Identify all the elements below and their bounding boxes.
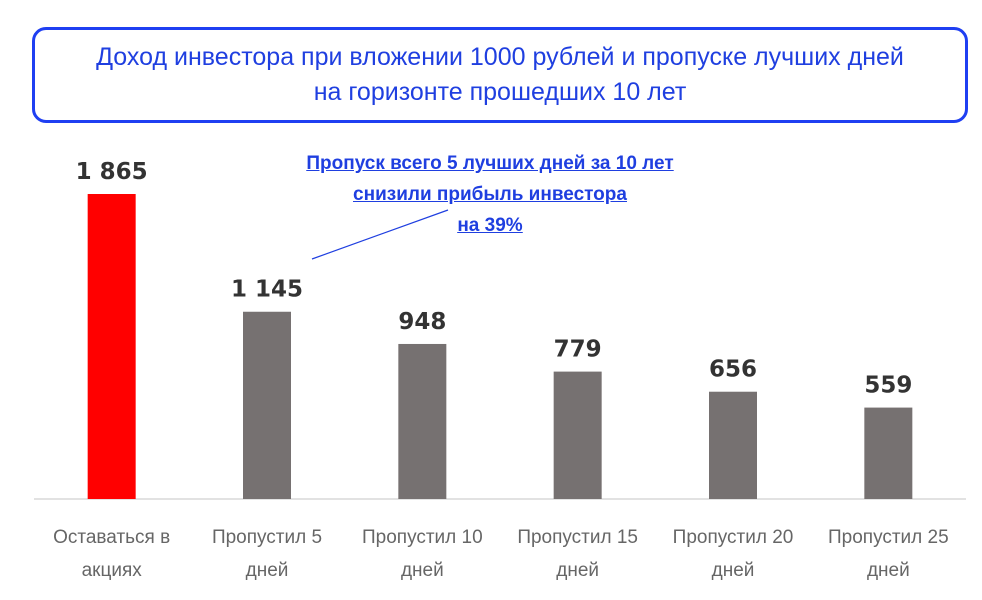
data-label: 779 — [554, 337, 602, 363]
chart-title-line-2: на горизонте прошедших 10 лет — [313, 78, 687, 106]
x-tick-label: дней — [246, 560, 289, 581]
annotation-line-2: снизили прибыль инвестора — [353, 184, 627, 205]
chart-title-line-1: Доход инвестора при вложении 1000 рублей… — [96, 43, 904, 71]
bar — [87, 194, 136, 499]
data-label: 559 — [864, 373, 912, 399]
x-tick-label: дней — [867, 560, 910, 581]
annotation-callout: Пропуск всего 5 лучших дней за 10 лет сн… — [250, 148, 730, 241]
data-label: 656 — [709, 357, 757, 383]
x-tick-label: Пропустил 25 — [828, 527, 949, 548]
x-tick-label: дней — [712, 560, 755, 581]
bar — [553, 371, 602, 499]
bar — [398, 343, 447, 499]
data-label: 948 — [398, 309, 446, 335]
x-tick-label: Пропустил 10 — [362, 527, 483, 548]
chart-title-box: Доход инвестора при вложении 1000 рублей… — [32, 27, 968, 123]
x-tick-label: Пропустил 5 — [212, 527, 322, 548]
bar — [864, 407, 913, 499]
x-tick-label: Пропустил 15 — [517, 527, 638, 548]
x-tick-label: Оставаться в — [53, 527, 170, 548]
x-tick-label: дней — [401, 560, 444, 581]
data-label: 1 145 — [231, 277, 303, 303]
x-tick-label: дней — [556, 560, 599, 581]
annotation-line-3: на 39% — [457, 215, 523, 236]
x-tick-label: Пропустил 20 — [673, 527, 794, 548]
x-tick-label: акциях — [82, 560, 143, 581]
annotation-leader-line — [311, 209, 449, 260]
data-label: 1 865 — [76, 159, 148, 185]
annotation-line-1: Пропуск всего 5 лучших дней за 10 лет — [306, 153, 674, 174]
bar — [709, 391, 757, 499]
bar — [243, 311, 291, 499]
